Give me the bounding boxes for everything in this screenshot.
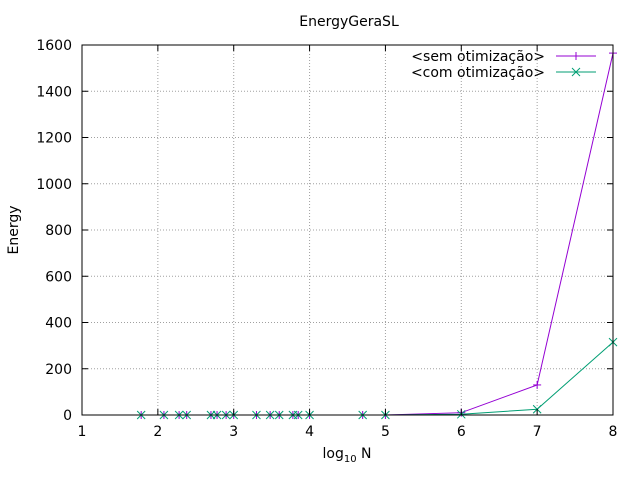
series-lines <box>136 49 618 420</box>
x-tick-label: 3 <box>229 424 238 440</box>
y-tick-label: 0 <box>63 408 72 424</box>
x-tick-label: 5 <box>381 424 390 440</box>
series-line-1 <box>141 52 614 416</box>
x-tick-label: 6 <box>457 424 466 440</box>
y-tick-label: 200 <box>45 362 72 378</box>
legend-marker-1 <box>572 52 580 60</box>
ticks: 1 2 3 4 5 6 7 8 0 200 400 600 800 1000 1200 1400 1600 <box>36 38 617 440</box>
data-point-1 <box>533 380 542 389</box>
y-tick-label: 1400 <box>36 84 72 100</box>
y-tick-label: 1000 <box>36 177 72 193</box>
x-tick-label: 8 <box>609 424 618 440</box>
legend-label-2: <com otimização> <box>411 65 545 81</box>
plot-border <box>81 44 614 416</box>
legend-label-1: <sem otimização> <box>411 49 545 65</box>
legend-marker-2 <box>571 67 581 77</box>
y-tick-label: 1200 <box>36 131 72 147</box>
y-tick-label: 600 <box>45 269 72 285</box>
legend: <sem otimização><com otimização> <box>411 49 596 81</box>
x-axis-label-sub: 10 <box>344 454 357 465</box>
x-tick-label: 4 <box>305 424 314 440</box>
x-axis-label: log10 N <box>322 446 371 465</box>
x-axis-label-main: log <box>322 446 343 462</box>
x-tick-label: 7 <box>533 424 542 440</box>
grid <box>82 45 613 415</box>
y-tick-label: 400 <box>45 316 72 332</box>
y-tick-label: 800 <box>45 223 72 239</box>
x-tick-label: 2 <box>153 424 162 440</box>
y-tick-label: 1600 <box>36 38 72 54</box>
x-tick-label: 1 <box>78 424 87 440</box>
y-axis-label: Energy <box>6 205 22 254</box>
chart-title: EnergyGeraSL <box>299 14 399 30</box>
x-axis-label-tail: N <box>357 446 372 462</box>
series-line-2 <box>141 341 614 416</box>
